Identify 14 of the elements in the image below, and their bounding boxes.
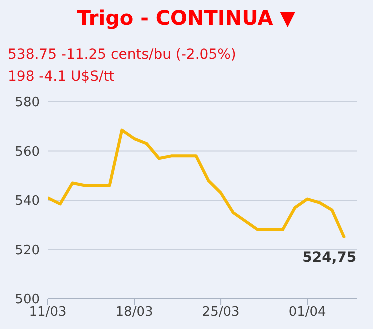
x-tick-label: 01/04: [288, 305, 326, 320]
x-tick-label: 18/03: [116, 305, 154, 320]
y-tick-label: 500: [15, 292, 40, 308]
y-tick-label: 580: [15, 96, 40, 111]
y-tick-label: 560: [15, 144, 40, 160]
x-tick-label: 11/03: [29, 305, 67, 320]
y-tick-label: 540: [15, 194, 40, 210]
chart-subtitle: 538.75 -11.25 cents/bu (-2.05%): [8, 47, 236, 63]
line-series: [48, 128, 346, 240]
chart-title: Trigo - CONTINUA ▼: [76, 6, 297, 30]
annotation: 524,75: [302, 250, 357, 266]
x-tick-label: 25/03: [202, 305, 240, 320]
text: 198 -4.1 U$S/tt: [8, 69, 115, 85]
y-tick-label: 520: [15, 243, 40, 258]
